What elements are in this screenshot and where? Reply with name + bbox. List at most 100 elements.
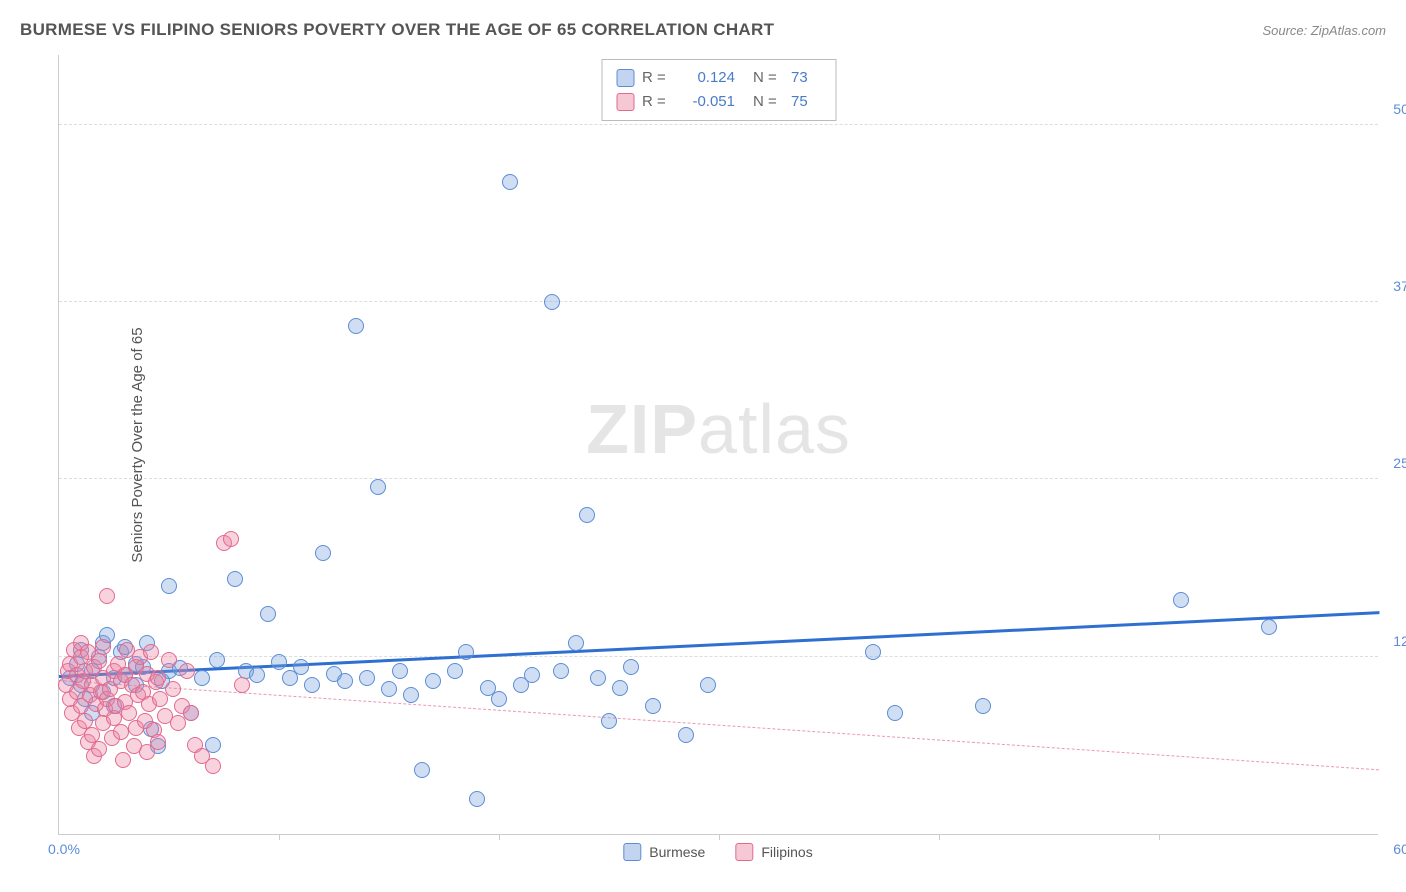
- y-tick-label: 50.0%: [1393, 101, 1406, 117]
- swatch-burmese: [623, 843, 641, 861]
- data-point: [553, 663, 569, 679]
- data-point: [425, 673, 441, 689]
- data-point: [260, 606, 276, 622]
- correlation-legend: R = 0.124 N = 73 R = -0.051 N = 75: [601, 59, 836, 121]
- data-point: [502, 174, 518, 190]
- data-point: [293, 659, 309, 675]
- y-tick-label: 25.0%: [1393, 455, 1406, 471]
- data-point: [115, 752, 131, 768]
- data-point: [469, 791, 485, 807]
- data-point: [183, 705, 199, 721]
- data-point: [223, 531, 239, 547]
- plot-region: ZIPatlas R = 0.124 N = 73 R = -0.051 N =…: [58, 55, 1378, 835]
- data-point: [91, 653, 107, 669]
- x-tick: [939, 834, 940, 840]
- data-point: [113, 724, 129, 740]
- data-point: [99, 588, 115, 604]
- data-point: [568, 635, 584, 651]
- x-origin-label: 0.0%: [48, 841, 80, 857]
- y-tick-label: 12.5%: [1393, 633, 1406, 649]
- n-value-filipinos: 75: [791, 90, 821, 114]
- r-label: R =: [642, 90, 672, 114]
- swatch-burmese: [616, 69, 634, 87]
- series-legend: Burmese Filipinos: [623, 843, 812, 861]
- data-point: [414, 762, 430, 778]
- gridline: [59, 656, 1378, 657]
- data-point: [165, 681, 181, 697]
- legend-label: Filipinos: [761, 844, 812, 860]
- n-value-burmese: 73: [791, 66, 821, 90]
- data-point: [161, 652, 177, 668]
- gridline: [59, 301, 1378, 302]
- data-point: [887, 705, 903, 721]
- data-point: [458, 644, 474, 660]
- swatch-filipinos: [616, 93, 634, 111]
- legend-item-burmese: Burmese: [623, 843, 705, 861]
- data-point: [143, 644, 159, 660]
- data-point: [1173, 592, 1189, 608]
- x-tick: [279, 834, 280, 840]
- data-point: [975, 698, 991, 714]
- r-value-filipinos: -0.051: [680, 90, 735, 114]
- data-point: [491, 691, 507, 707]
- y-tick-label: 37.5%: [1393, 278, 1406, 294]
- x-tick: [1159, 834, 1160, 840]
- data-point: [1261, 619, 1277, 635]
- legend-label: Burmese: [649, 844, 705, 860]
- chart-source: Source: ZipAtlas.com: [1262, 23, 1386, 38]
- data-point: [348, 318, 364, 334]
- data-point: [91, 741, 107, 757]
- data-point: [359, 670, 375, 686]
- data-point: [612, 680, 628, 696]
- legend-item-filipinos: Filipinos: [735, 843, 812, 861]
- data-point: [370, 479, 386, 495]
- data-point: [209, 652, 225, 668]
- chart-area: ZIPatlas R = 0.124 N = 73 R = -0.051 N =…: [58, 55, 1378, 835]
- r-value-burmese: 0.124: [680, 66, 735, 90]
- data-point: [150, 670, 166, 686]
- data-point: [544, 294, 560, 310]
- data-point: [161, 578, 177, 594]
- data-point: [623, 659, 639, 675]
- data-point: [315, 545, 331, 561]
- data-point: [150, 734, 166, 750]
- n-label: N =: [753, 90, 783, 114]
- x-max-label: 60.0%: [1393, 841, 1406, 857]
- data-point: [227, 571, 243, 587]
- swatch-filipinos: [735, 843, 753, 861]
- chart-header: BURMESE VS FILIPINO SENIORS POVERTY OVER…: [20, 20, 1386, 40]
- data-point: [865, 644, 881, 660]
- data-point: [95, 639, 111, 655]
- data-point: [205, 758, 221, 774]
- data-point: [179, 663, 195, 679]
- data-point: [678, 727, 694, 743]
- data-point: [381, 681, 397, 697]
- data-point: [337, 673, 353, 689]
- legend-row-filipinos: R = -0.051 N = 75: [616, 90, 821, 114]
- gridline: [59, 478, 1378, 479]
- data-point: [447, 663, 463, 679]
- r-label: R =: [642, 66, 672, 90]
- data-point: [403, 687, 419, 703]
- x-tick: [719, 834, 720, 840]
- data-point: [271, 654, 287, 670]
- n-label: N =: [753, 66, 783, 90]
- chart-title: BURMESE VS FILIPINO SENIORS POVERTY OVER…: [20, 20, 774, 40]
- y-axis-label: Seniors Poverty Over the Age of 65: [129, 327, 146, 562]
- data-point: [249, 667, 265, 683]
- data-point: [524, 667, 540, 683]
- watermark: ZIPatlas: [586, 389, 851, 469]
- data-point: [601, 713, 617, 729]
- data-point: [194, 670, 210, 686]
- gridline: [59, 124, 1378, 125]
- data-point: [234, 677, 250, 693]
- data-point: [645, 698, 661, 714]
- data-point: [700, 677, 716, 693]
- data-point: [590, 670, 606, 686]
- data-point: [579, 507, 595, 523]
- data-point: [304, 677, 320, 693]
- trend-line: [59, 680, 1379, 770]
- data-point: [392, 663, 408, 679]
- x-tick: [499, 834, 500, 840]
- legend-row-burmese: R = 0.124 N = 73: [616, 66, 821, 90]
